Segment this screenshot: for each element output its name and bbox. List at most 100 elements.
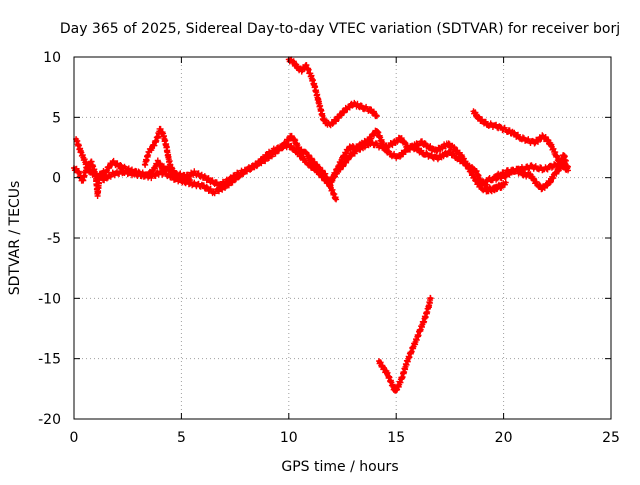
data-point	[295, 66, 299, 70]
data-point	[121, 170, 126, 174]
y-tick-label: -20	[38, 412, 61, 428]
data-point	[220, 186, 224, 191]
data-point	[422, 318, 426, 322]
data-point	[452, 147, 456, 151]
data-point	[156, 160, 160, 164]
data-point	[347, 104, 351, 109]
data-point	[304, 151, 308, 156]
data-point	[336, 168, 340, 173]
data-point	[102, 177, 106, 181]
data-point	[373, 112, 377, 116]
data-point	[484, 178, 489, 182]
data-point	[540, 135, 544, 139]
data-point	[454, 155, 458, 159]
data-point	[390, 382, 394, 386]
data-point	[403, 142, 407, 146]
data-point	[536, 166, 540, 170]
data-point	[310, 159, 315, 163]
data-point	[486, 122, 491, 127]
data-point	[192, 171, 196, 175]
data-point	[83, 159, 87, 163]
data-point	[96, 174, 100, 179]
data-point	[80, 179, 85, 183]
data-point	[540, 186, 544, 191]
y-tick-label: -10	[38, 291, 61, 307]
data-point	[403, 149, 407, 153]
data-point	[398, 136, 403, 140]
data-point	[300, 68, 304, 72]
data-point	[164, 172, 168, 176]
data-point	[166, 168, 171, 173]
data-point	[559, 159, 564, 163]
x-tick-label: 15	[387, 430, 405, 446]
y-tick-label: 10	[43, 50, 61, 66]
data-point	[480, 186, 484, 191]
data-point	[418, 329, 422, 333]
data-point	[151, 144, 156, 148]
data-point	[289, 135, 293, 139]
data-point	[179, 176, 183, 180]
data-point	[467, 167, 471, 171]
data-point	[486, 189, 491, 193]
x-tick-label: 10	[280, 430, 298, 446]
data-point	[499, 126, 504, 130]
data-point	[76, 170, 80, 174]
data-point	[536, 138, 540, 142]
data-point	[549, 165, 553, 169]
data-point	[474, 168, 478, 173]
data-point	[428, 296, 433, 300]
data-point	[413, 340, 418, 344]
series-trace-9	[483, 152, 569, 185]
x-axis-label: GPS time / hours	[281, 459, 398, 475]
data-point	[512, 132, 516, 136]
data-point	[497, 176, 501, 180]
data-point	[504, 180, 508, 185]
x-tick-label: 20	[495, 430, 513, 446]
data-point	[386, 372, 390, 376]
data-point	[272, 151, 276, 156]
data-point	[493, 186, 497, 191]
data-point	[375, 129, 379, 133]
data-point	[74, 137, 78, 141]
data-point	[132, 172, 136, 176]
data-point	[280, 144, 284, 148]
data-point	[553, 151, 557, 156]
data-point	[362, 106, 366, 110]
data-point	[362, 144, 366, 148]
y-tick-label: 0	[52, 171, 61, 187]
data-point	[351, 102, 355, 106]
data-point	[433, 149, 437, 153]
data-point	[368, 141, 373, 145]
data-point	[499, 184, 504, 188]
data-point	[480, 119, 484, 123]
data-point	[96, 192, 100, 197]
y-axis-label: SDTVAR / TECUs	[7, 181, 23, 296]
data-point	[564, 159, 568, 163]
data-point	[401, 373, 405, 378]
data-point	[149, 174, 153, 179]
data-point	[368, 108, 373, 112]
data-point	[355, 103, 360, 107]
data-point	[532, 141, 536, 145]
data-point	[441, 153, 446, 157]
data-point	[237, 173, 241, 177]
chart-title: Day 365 of 2025, Sidereal Day-to-day VTE…	[60, 21, 620, 37]
y-tick-label: -15	[38, 352, 61, 368]
data-point	[212, 190, 216, 194]
data-point	[119, 165, 123, 169]
data-point	[201, 184, 205, 188]
data-point	[482, 182, 486, 186]
data-point	[439, 145, 443, 150]
data-point	[317, 101, 321, 105]
series-trace-7	[470, 108, 571, 174]
data-point	[161, 132, 165, 136]
data-point	[381, 366, 385, 370]
data-point	[201, 174, 205, 179]
data-point	[379, 138, 383, 142]
data-point	[370, 133, 375, 138]
data-point	[510, 170, 514, 174]
data-point	[459, 153, 463, 157]
